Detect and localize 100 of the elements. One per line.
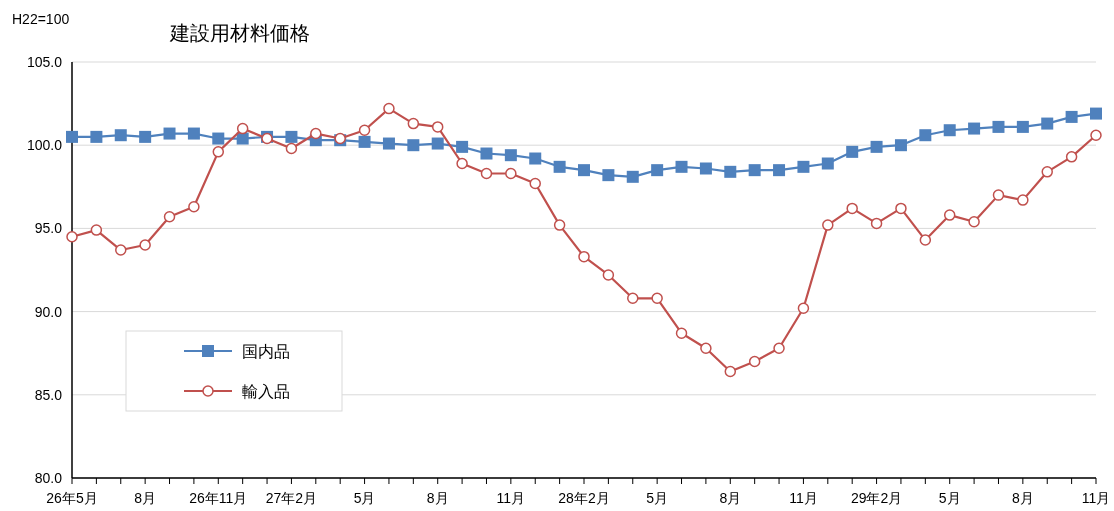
point — [797, 302, 810, 315]
point — [992, 120, 1005, 133]
point — [748, 355, 761, 368]
point — [675, 327, 688, 339]
y-tick-label: 80.0 — [34, 470, 63, 486]
point — [187, 127, 200, 140]
x-tick-label: 11月 — [1081, 490, 1111, 506]
point — [236, 132, 249, 145]
point — [285, 130, 298, 143]
point — [407, 139, 420, 152]
point — [602, 169, 615, 182]
point — [797, 160, 810, 173]
y-tick-label: 95.0 — [34, 220, 63, 237]
x-tick-label: 8月 — [719, 490, 742, 506]
point — [699, 162, 712, 175]
point — [578, 164, 590, 177]
point — [870, 140, 883, 153]
point — [822, 219, 834, 231]
point — [66, 230, 78, 243]
point — [578, 250, 590, 263]
chart-title: 建設用材料価格 — [169, 22, 310, 44]
point — [188, 201, 200, 213]
y-tick-label: 90.0 — [34, 303, 63, 320]
point — [773, 164, 786, 177]
point — [310, 127, 322, 140]
point — [748, 164, 761, 177]
point — [553, 160, 566, 173]
x-tick-label: 27年2月 — [265, 490, 318, 506]
point — [456, 140, 469, 153]
point — [1041, 117, 1054, 130]
point — [1065, 151, 1078, 163]
point — [139, 239, 151, 251]
point — [675, 160, 688, 173]
point — [724, 165, 737, 178]
point — [212, 132, 225, 145]
point — [1090, 129, 1102, 141]
point — [992, 189, 1005, 201]
point — [602, 269, 615, 281]
y-tick-label: 105.0 — [26, 54, 63, 70]
x-tick-label: 29年2月 — [850, 490, 903, 506]
x-tick-label: 5月 — [353, 490, 376, 506]
x-tick-label: 8月 — [1011, 490, 1034, 506]
point — [870, 217, 883, 230]
point — [529, 177, 541, 190]
point — [505, 167, 517, 180]
point — [504, 149, 517, 162]
point — [1065, 110, 1078, 123]
point — [553, 219, 566, 231]
point — [529, 152, 542, 165]
legend-label: 国内品 — [242, 343, 290, 360]
point — [943, 124, 956, 137]
point — [1041, 166, 1053, 178]
point — [724, 365, 737, 378]
point — [431, 121, 444, 133]
x-tick-label: 5月 — [938, 490, 961, 506]
point — [480, 147, 493, 160]
point — [139, 130, 152, 143]
point — [919, 234, 932, 246]
point — [627, 292, 639, 305]
point — [212, 146, 225, 158]
point — [846, 145, 859, 158]
y-tick-label: 100.0 — [26, 137, 63, 154]
y-axis-title: H22=100 — [12, 11, 70, 27]
point — [285, 142, 298, 155]
x-tick-label: 8月 — [426, 490, 449, 506]
x-tick-label: 5月 — [646, 490, 669, 506]
point — [407, 117, 420, 130]
x-tick-label: 26年5月 — [46, 490, 98, 506]
point — [115, 244, 127, 256]
point — [383, 102, 395, 115]
x-tick-label: 11月 — [496, 490, 526, 506]
point — [456, 157, 468, 170]
x-tick-label: 28年2月 — [558, 490, 610, 506]
point — [1017, 194, 1029, 206]
point — [90, 224, 103, 236]
point — [236, 122, 249, 135]
point — [919, 129, 932, 142]
y-tick-label: 85.0 — [34, 386, 63, 403]
legend-label: 輸入品 — [242, 383, 290, 400]
point — [626, 170, 639, 183]
point — [90, 130, 103, 143]
point — [894, 139, 907, 152]
point — [358, 124, 371, 136]
point — [700, 342, 712, 354]
point — [431, 137, 444, 150]
point — [1016, 120, 1029, 133]
point — [382, 137, 395, 150]
point — [1090, 107, 1102, 120]
point — [651, 292, 663, 305]
point — [480, 167, 493, 180]
point — [943, 209, 956, 221]
point — [163, 127, 176, 140]
point — [821, 157, 834, 170]
point — [358, 135, 371, 148]
point — [846, 202, 858, 215]
point — [66, 130, 78, 143]
point — [114, 129, 127, 142]
point — [163, 211, 176, 223]
point — [968, 122, 981, 135]
point — [773, 342, 785, 354]
